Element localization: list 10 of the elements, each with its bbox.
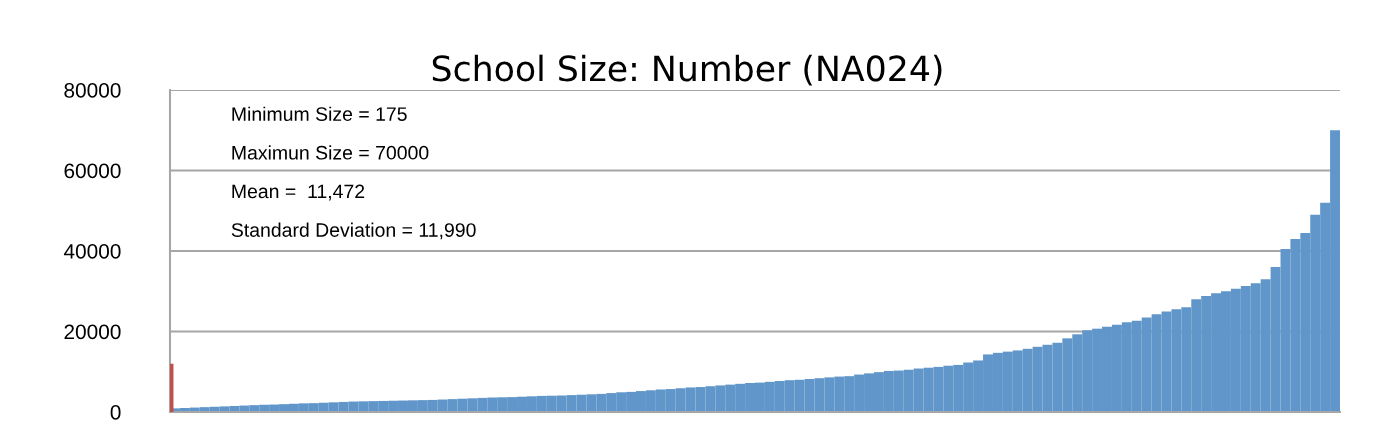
chart-title: School Size: Number (NA024) [432,54,942,86]
annotation: Minimum Size = 175 [232,106,407,121]
annotation: Standard Deviation = 11,990 [231,222,476,240]
y-tick-label: 0 [110,405,121,420]
y-tick-label: 60000 [64,163,121,179]
y-tick-label: 80000 [64,83,121,98]
y-tick-label: 20000 [64,324,121,340]
y-tick-label: 40000 [63,244,121,259]
annotation: Mean = 11,472 [232,184,365,201]
annotation: Maximun Size = 70000 [232,145,429,160]
